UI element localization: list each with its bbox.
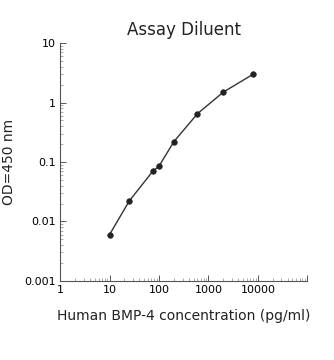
Y-axis label: OD=450 nm: OD=450 nm bbox=[2, 119, 16, 205]
Title: Assay Diluent: Assay Diluent bbox=[127, 21, 241, 39]
X-axis label: Human BMP-4 concentration (pg/ml): Human BMP-4 concentration (pg/ml) bbox=[57, 309, 310, 323]
